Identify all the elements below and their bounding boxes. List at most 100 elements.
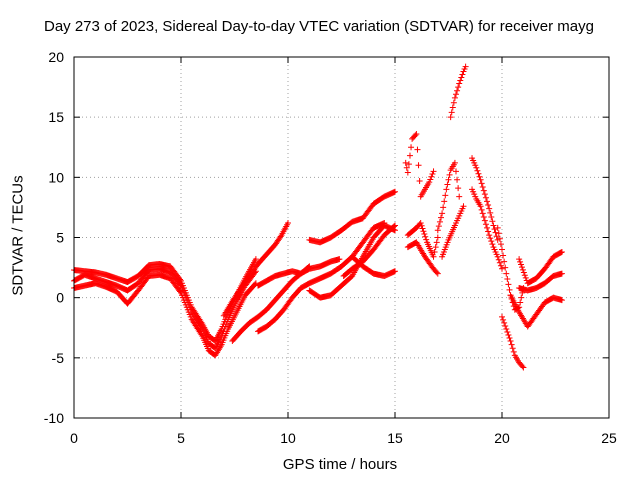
data-point [518,261,525,268]
plot-frame [73,56,610,419]
data-point [422,233,429,240]
data-point [474,167,481,174]
data-point [277,233,284,240]
data-point [457,77,464,84]
y-tick-label: 0 [56,290,64,306]
data-point [516,256,523,263]
data-point [501,258,508,265]
data-point [499,313,505,320]
data-point [252,256,259,263]
data-point [448,109,455,116]
x-tick-label: 0 [70,430,78,446]
data-point [500,252,507,259]
data-point [484,198,491,205]
data-point [485,228,492,235]
x-tick-label: 15 [387,430,403,446]
data-point [455,185,462,192]
data-point [492,229,499,236]
data-point [507,337,514,344]
data-point [412,132,419,139]
series-track-6 [255,256,343,289]
data-point [420,228,427,235]
data-point [434,234,441,241]
data-point [503,325,510,332]
data-point [449,104,456,111]
data-point [503,270,510,277]
data-point [488,238,495,245]
data-point [521,272,528,279]
data-point [405,161,412,168]
data-point [426,179,433,186]
data-point [517,299,524,306]
data-point [413,131,420,138]
data-point [439,210,446,217]
series-track-19 [469,186,505,272]
data-point [557,249,564,256]
data-point [432,244,439,251]
data-point [402,159,409,166]
data-point [430,253,437,260]
data-point [392,222,398,229]
data-point [520,269,527,276]
data-point [487,235,494,242]
data-point [480,187,487,194]
data-point [455,84,462,91]
data-point [505,331,512,338]
data-point [489,241,496,248]
series-track-13 [404,220,441,260]
data-point [431,248,438,255]
y-tick-label: 5 [56,230,64,246]
series-track-16 [439,203,467,260]
series-track-12 [402,131,437,200]
data-point [481,217,488,224]
data-point [502,322,509,329]
data-point [522,274,529,281]
data-point [497,262,504,269]
data-point [434,227,441,234]
data-point [419,225,426,232]
data-point [475,170,482,177]
data-point [442,192,449,199]
data-points [71,63,565,371]
data-point [517,258,524,265]
data-point [499,246,505,253]
data-point [459,71,466,78]
data-point [451,159,458,166]
data-point [428,173,435,180]
data-point [494,224,501,231]
data-point [415,162,422,169]
data-point [435,223,442,230]
chart-title: Day 273 of 2023, Sidereal Day-to-day VTE… [44,18,594,35]
data-point [478,206,485,213]
x-tick-label: 25 [601,430,617,446]
data-point [494,253,501,260]
data-point [485,202,492,209]
data-point [443,186,450,193]
data-point [436,218,443,225]
series-track-21 [499,313,527,371]
data-point [434,270,441,277]
data-point [487,209,494,216]
data-point [496,235,503,242]
data-point [391,223,398,230]
data-point [462,63,469,70]
data-point [509,345,516,352]
data-point [486,232,493,239]
data-point [486,205,493,212]
data-point [177,288,184,295]
series-track-17 [447,63,469,121]
data-point [481,191,488,198]
data-point [421,231,428,238]
data-point [476,173,483,180]
data-point [458,74,465,81]
y-tick-label: 20 [48,49,64,65]
series-track-7 [255,220,388,335]
data-point [484,224,491,231]
data-point [477,203,484,210]
data-point [440,204,447,211]
data-point [499,265,505,272]
data-point [500,316,507,323]
series-track-14 [404,239,441,277]
data-point [447,114,454,121]
